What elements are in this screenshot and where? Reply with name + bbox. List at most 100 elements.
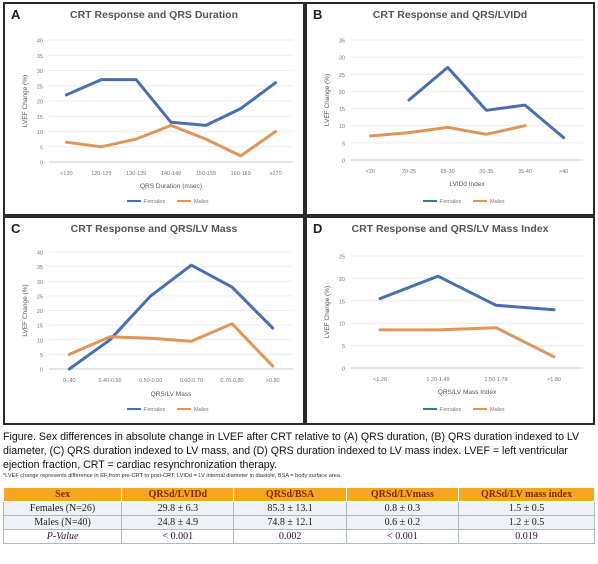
y-tick-label: 35 — [339, 39, 345, 45]
y-tick-label: 10 — [339, 322, 345, 328]
legend-males-label: Males — [490, 407, 505, 413]
y-axis-label: LVEF Change (%) — [22, 284, 29, 336]
table-cell: 1.5 ± 0.5 — [458, 501, 595, 516]
females-series-line — [407, 65, 566, 140]
x-tick-label: 0.70-0.80 — [220, 378, 243, 384]
figure-caption: Figure. Sex differences in absolute chan… — [3, 431, 580, 471]
table-cell: < 0.001 — [345, 529, 460, 544]
x-tick-label: 150-159 — [196, 171, 216, 177]
x-axis-label: QRS/LV Mass Index — [438, 389, 497, 396]
stats-table-header-row: Sex QRSd/LVIDd QRSd/BSA QRSd/LVmass QRSd… — [2, 487, 595, 502]
x-tick-label: <120 — [60, 171, 72, 177]
chart-c: 0 5 10 15 20 25 30 35 40 0-.40 0.40-0.50 0.50-0.60 0… — [22, 251, 293, 413]
x-axis-label: LVIDd Index — [449, 181, 485, 188]
x-tick-label: 140-149 — [161, 171, 181, 177]
y-tick-label: 35 — [37, 265, 43, 271]
x-tick-label: ≥170 — [269, 171, 281, 177]
y-tick-label: 20 — [339, 277, 345, 283]
table-cell: Females (N=26) — [2, 501, 123, 516]
x-tick-label: <20 — [366, 169, 375, 175]
table-cell: 0.019 — [458, 529, 595, 544]
x-tick-label: 35-40 — [518, 169, 532, 175]
y-tick-label: 15 — [339, 299, 345, 305]
table-header-qrsd-lvmass: QRSd/LVmass — [345, 487, 460, 502]
chart-d: 0 5 10 15 20 25 <1.20 1.20-1.49 1.50-1.79 >1.80 QR… — [324, 255, 583, 413]
y-tick-label: 5 — [342, 141, 345, 147]
x-tick-label: >40 — [559, 169, 568, 175]
chart-c-title: CRT Response and QRS/LV Mass — [70, 223, 238, 235]
x-tick-label: 120-129 — [91, 171, 111, 177]
x-tick-label: 1.50-1.79 — [484, 377, 507, 383]
x-tick-label: 0-.40 — [63, 378, 76, 384]
y-axis-label: LVEF Change (%) — [324, 74, 331, 126]
y-tick-label: 5 — [40, 145, 43, 151]
table-cell: 0.8 ± 0.3 — [345, 501, 460, 516]
males-series-line — [64, 123, 278, 158]
females-series-line — [64, 78, 278, 127]
y-tick-label: 40 — [37, 39, 43, 45]
y-tick-label: 25 — [339, 73, 345, 79]
y-tick-label: 25 — [37, 84, 43, 90]
table-cell: 0.002 — [233, 529, 347, 544]
legend-males-label: Males — [490, 199, 505, 205]
y-tick-label: 0 — [342, 367, 345, 373]
y-tick-label: 20 — [37, 100, 43, 106]
chart-a-title: CRT Response and QRS Duration — [69, 9, 238, 21]
x-tick-label: <1.20 — [373, 377, 387, 383]
females-series-line — [67, 263, 275, 371]
table-cell: 1.2 ± 0.5 — [458, 515, 595, 530]
x-tick-label: 30-35 — [479, 169, 493, 175]
x-tick-label: 20-25 — [402, 169, 416, 175]
y-tick-label: 30 — [37, 280, 43, 286]
table-header-qrsd-bsa: QRSd/BSA — [233, 487, 347, 502]
x-tick-label: >1.80 — [547, 377, 561, 383]
table-cell: 74.8 ± 12.1 — [233, 515, 347, 530]
males-series-line — [67, 322, 275, 368]
y-tick-label: 40 — [37, 251, 43, 257]
chart-d-title: CRT Response and QRS/LV Mass Index — [351, 223, 549, 235]
y-tick-label: 25 — [339, 255, 345, 261]
legend-females-label: Females — [144, 407, 165, 413]
table-cell: 29.8 ± 6.3 — [121, 501, 235, 516]
legend-females-label: Females — [144, 199, 165, 205]
panel-label-b: B — [313, 7, 323, 22]
table-cell: 85.3 ± 13.1 — [233, 501, 347, 516]
y-tick-label: 0 — [342, 159, 345, 165]
males-series-line — [378, 326, 556, 359]
panel-label-a: A — [11, 7, 21, 22]
legend-males-label: Males — [194, 407, 209, 413]
x-tick-label: 25-30 — [441, 169, 455, 175]
table-cell: Males (N=40) — [2, 515, 123, 530]
y-tick-label: 0 — [40, 368, 43, 374]
stats-table: Sex QRSd/LVIDd QRSd/BSA QRSd/LVmass QRSd… — [2, 487, 595, 544]
legend-males-label: Males — [194, 199, 209, 205]
y-tick-label: 10 — [37, 130, 43, 136]
chart-b-title: CRT Response and QRS/LVIDd — [372, 9, 528, 21]
table-cell: 0.6 ± 0.2 — [345, 515, 460, 530]
x-tick-label: >0.80 — [266, 378, 280, 384]
y-tick-label: 20 — [339, 90, 345, 96]
table-row-females: Females (N=26) 29.8 ± 6.3 85.3 ± 13.1 0.… — [2, 501, 595, 516]
table-header-sex: Sex — [2, 487, 123, 502]
table-header-qrsd-lvidd: QRSd/LVIDd — [121, 487, 235, 502]
legend-females-label: Females — [440, 407, 461, 413]
table-cell: P-Value — [2, 529, 123, 544]
panel-label-d: D — [313, 221, 323, 236]
x-axis-label: QRS Duration (msec) — [140, 183, 202, 190]
y-tick-label: 20 — [37, 309, 43, 315]
table-header-qrsd-lv-mass-index: QRSd/LV mass index — [458, 487, 595, 502]
chart-a: 0 5 10 15 20 25 30 35 40 <120 120-129 130-139 140-14… — [22, 39, 293, 205]
y-axis-label: LVEF Change (%) — [22, 75, 29, 127]
y-tick-label: 25 — [37, 294, 43, 300]
males-series-line — [368, 124, 527, 138]
table-row-p-value: P-Value < 0.001 0.002 < 0.001 0.019 — [2, 529, 595, 544]
y-tick-label: 5 — [342, 344, 345, 350]
y-tick-label: 0 — [40, 161, 43, 167]
panel-a: 0 5 10 15 20 25 30 35 40 <120 120-129 130-139 140-14… — [3, 2, 305, 216]
x-tick-label: 0.50-0.60 — [139, 378, 162, 384]
y-tick-label: 10 — [37, 338, 43, 344]
table-cell: 24.8 ± 4.9 — [121, 515, 235, 530]
legend-females-label: Females — [440, 199, 461, 205]
x-tick-label: 0.60-0.70 — [180, 378, 203, 384]
panel-label-c: C — [11, 221, 21, 236]
